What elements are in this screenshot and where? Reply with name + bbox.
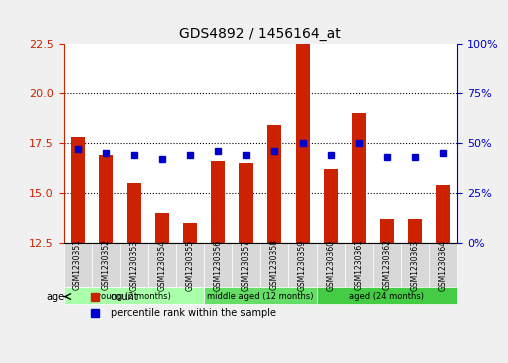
- Bar: [408, 219, 422, 243]
- Text: GSM1230363: GSM1230363: [410, 240, 420, 290]
- FancyBboxPatch shape: [345, 243, 373, 287]
- FancyBboxPatch shape: [204, 243, 232, 287]
- Bar: [352, 113, 366, 243]
- Bar: [267, 125, 281, 243]
- Title: GDS4892 / 1456164_at: GDS4892 / 1456164_at: [179, 27, 341, 41]
- FancyBboxPatch shape: [232, 243, 261, 287]
- Text: GSM1230356: GSM1230356: [214, 240, 223, 290]
- FancyBboxPatch shape: [120, 243, 148, 287]
- FancyBboxPatch shape: [401, 243, 429, 287]
- FancyBboxPatch shape: [148, 243, 176, 287]
- Bar: [211, 161, 225, 243]
- Text: GSM1230351: GSM1230351: [73, 240, 82, 290]
- Text: GSM1230362: GSM1230362: [383, 240, 391, 290]
- FancyBboxPatch shape: [429, 243, 457, 287]
- Text: GSM1230364: GSM1230364: [438, 240, 448, 290]
- Text: GSM1230354: GSM1230354: [157, 240, 167, 290]
- FancyBboxPatch shape: [91, 243, 120, 287]
- Text: middle aged (12 months): middle aged (12 months): [207, 292, 313, 301]
- Bar: [324, 169, 338, 243]
- FancyBboxPatch shape: [316, 287, 457, 304]
- Bar: [99, 155, 113, 243]
- Text: age: age: [47, 291, 65, 302]
- Text: GSM1230359: GSM1230359: [298, 240, 307, 290]
- FancyBboxPatch shape: [289, 243, 316, 287]
- Bar: [296, 44, 309, 243]
- Bar: [183, 223, 197, 243]
- Bar: [71, 137, 85, 243]
- FancyBboxPatch shape: [176, 243, 204, 287]
- FancyBboxPatch shape: [261, 243, 289, 287]
- Text: GSM1230360: GSM1230360: [326, 240, 335, 290]
- Bar: [380, 219, 394, 243]
- Bar: [436, 185, 450, 243]
- Text: GSM1230361: GSM1230361: [354, 240, 363, 290]
- Text: aged (24 months): aged (24 months): [350, 292, 424, 301]
- FancyBboxPatch shape: [316, 243, 345, 287]
- FancyBboxPatch shape: [64, 243, 91, 287]
- Text: GSM1230353: GSM1230353: [130, 240, 138, 290]
- FancyBboxPatch shape: [373, 243, 401, 287]
- Text: GSM1230358: GSM1230358: [270, 240, 279, 290]
- Text: GSM1230357: GSM1230357: [242, 240, 251, 290]
- Bar: [239, 163, 253, 243]
- FancyBboxPatch shape: [204, 287, 316, 304]
- Text: percentile rank within the sample: percentile rank within the sample: [111, 308, 276, 318]
- Bar: [155, 213, 169, 243]
- Text: GSM1230355: GSM1230355: [185, 240, 195, 290]
- Text: young (2 months): young (2 months): [97, 292, 171, 301]
- Text: count: count: [111, 292, 138, 302]
- Bar: [127, 183, 141, 243]
- FancyBboxPatch shape: [64, 287, 204, 304]
- Text: GSM1230352: GSM1230352: [101, 240, 110, 290]
